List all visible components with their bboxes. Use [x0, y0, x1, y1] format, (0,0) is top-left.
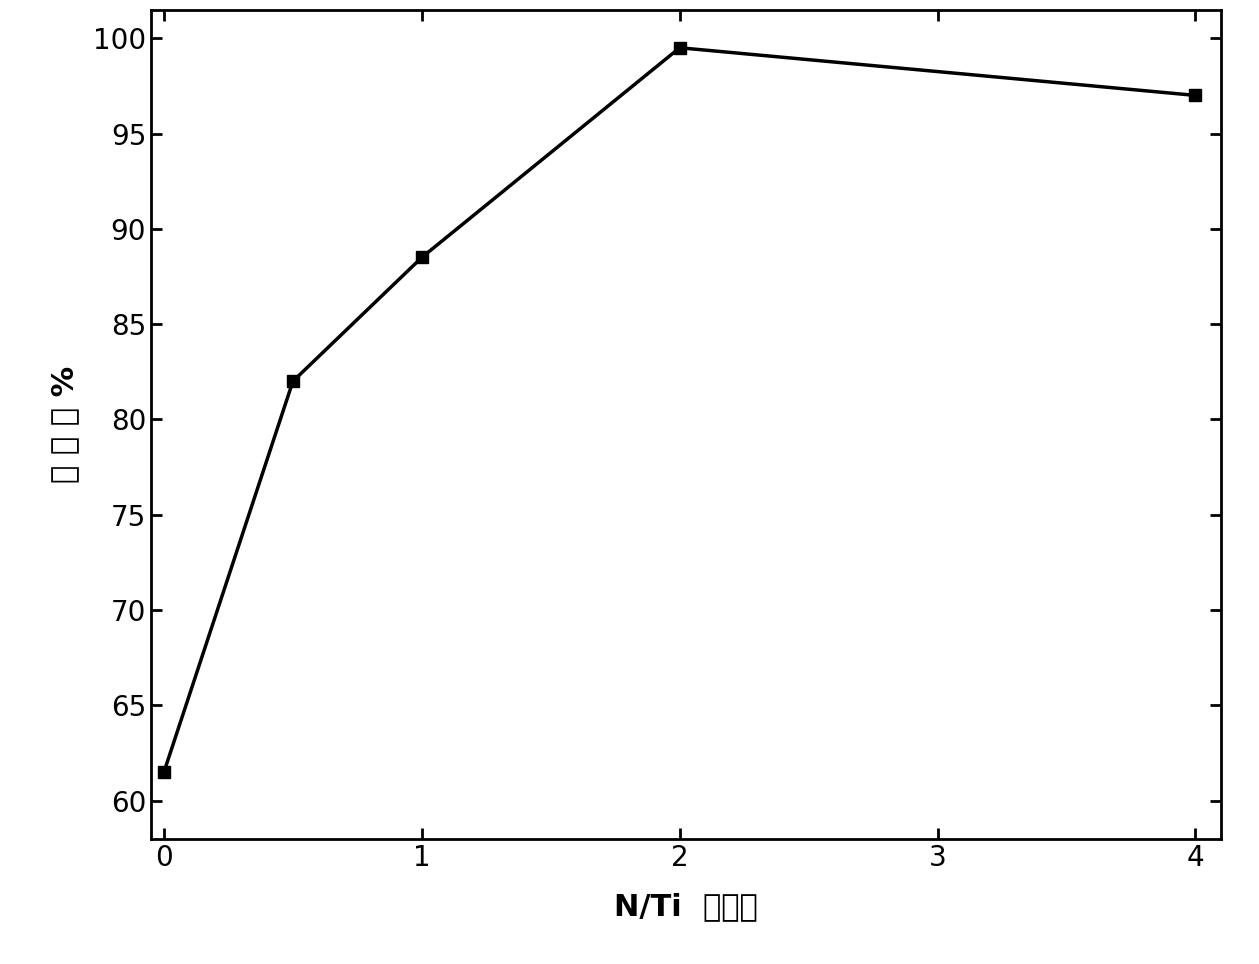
Y-axis label: 降 解 率 %: 降 解 率 % [50, 365, 79, 483]
X-axis label: N/Ti  摩尔比: N/Ti 摩尔比 [614, 893, 758, 922]
